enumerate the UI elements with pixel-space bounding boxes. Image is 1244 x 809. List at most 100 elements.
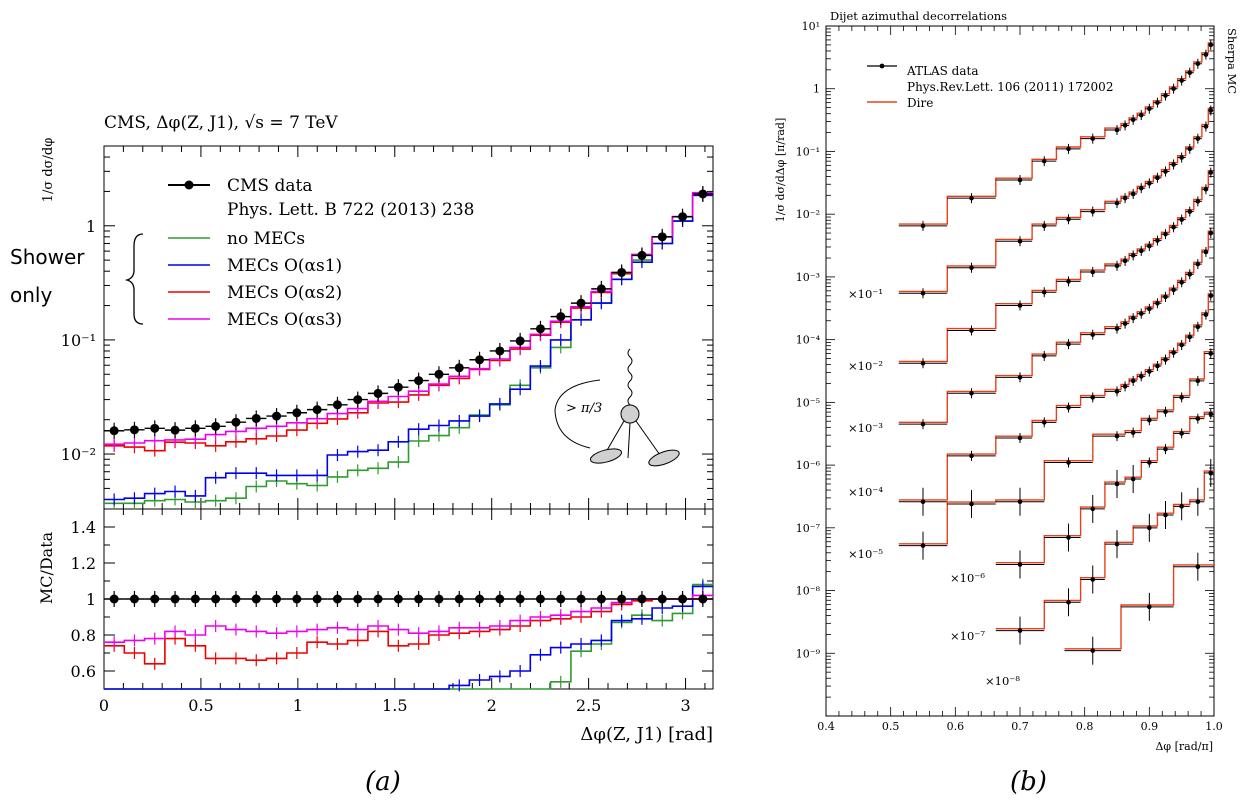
b-scale-label: ×10⁻³ (848, 421, 883, 435)
b-data-point (1017, 303, 1023, 308)
b-data-point (1163, 409, 1168, 414)
b-data-point (920, 223, 926, 229)
b-data-point (1163, 512, 1168, 518)
b-data-point (1179, 431, 1184, 436)
a-ratio-step-2 (104, 585, 713, 690)
a-ratio-data-point (535, 594, 545, 604)
b-scale-label: ×10⁻² (848, 359, 883, 373)
a-ratio-data-point (515, 594, 525, 604)
b-data-point (1187, 272, 1193, 277)
b-data-point (1114, 127, 1120, 133)
b-data-point (1195, 416, 1201, 421)
panel-a-caption: (a) (365, 767, 401, 797)
b-data-point (1171, 162, 1176, 167)
b-data-point (1195, 199, 1201, 204)
a-top-data-point (332, 400, 342, 410)
diagram-jet-cone-2 (648, 449, 680, 467)
b-data-point (1163, 169, 1168, 174)
b-data-point (1203, 124, 1209, 129)
b-data-point (1208, 170, 1214, 175)
b-data-point (1208, 411, 1214, 417)
b-data-point (1090, 269, 1096, 275)
legend-b-label-2: Dire (907, 96, 933, 110)
b-data-point (1163, 93, 1168, 98)
b-data-point (1171, 224, 1176, 230)
b-data-point (1114, 326, 1120, 331)
panel-a-top-plot (104, 185, 713, 510)
b-data-point (1138, 311, 1144, 316)
a-ratio-data-point (353, 594, 363, 604)
b-data-point (1195, 499, 1201, 505)
a-ratio-step-3 (104, 598, 713, 665)
b-data-point (1203, 249, 1209, 255)
b-ytick-label: 10⁻³ (796, 271, 820, 284)
b-data-point (1203, 186, 1209, 192)
b-data-point (920, 421, 926, 427)
a-top-data-point (576, 298, 586, 308)
b-data-point (1066, 535, 1071, 540)
b-scale-label: ×10⁻⁵ (848, 547, 883, 561)
b-data-point (1147, 181, 1152, 186)
b-data-point (1090, 506, 1096, 512)
a-top-data-point (170, 425, 180, 435)
a-ratio-data-point (637, 594, 647, 604)
b-data-point (1208, 108, 1214, 113)
b-data-point (1066, 405, 1071, 410)
b-data-point (1017, 238, 1023, 244)
a-ratio-data-point (129, 594, 139, 604)
b-ytick-label: 10⁻⁵ (796, 396, 820, 409)
a-ratio-data-point (698, 594, 708, 604)
b-data-point (1066, 460, 1071, 465)
a-ratio-data-point (332, 594, 342, 604)
panel-b-caption: (b) (1010, 767, 1047, 797)
panel-b-side-label: Sherpa MC (1225, 28, 1239, 94)
panel-b-scale-labels: ×10⁻¹ ×10⁻² ×10⁻³ ×10⁻⁴ ×10⁻⁵ ×10⁻⁶ ×10⁻⁷ ×10⁻⁸ (848, 287, 1020, 688)
b-data-point (1163, 294, 1168, 300)
b-ytick-label: 1 (813, 83, 820, 96)
b-data-point (1203, 312, 1209, 317)
b-data-point (1195, 61, 1201, 67)
b-xtick-label: 0.7 (1011, 720, 1029, 733)
b-data-point (1171, 86, 1176, 92)
b-dire-step-6 (995, 411, 1214, 564)
b-data-point (1179, 217, 1184, 222)
a-top-data-point (678, 212, 688, 222)
b-data-point (1017, 499, 1023, 505)
b-data-point (1195, 564, 1201, 569)
b-data-point (920, 543, 926, 548)
a-top-data-point (434, 369, 444, 379)
legend-a-label-4: MECs O(αs2) (227, 283, 342, 303)
b-data-point (1066, 279, 1071, 284)
b-data-point (1147, 369, 1152, 374)
diagram-jet-line-3 (635, 420, 661, 456)
a-ratio-data-point (678, 594, 688, 604)
b-xtick-label: 0.5 (882, 720, 900, 733)
b-ytick-label: 10⁻⁴ (796, 334, 821, 347)
a-xtick-label: 1.5 (382, 696, 407, 715)
b-data-point (1195, 378, 1201, 384)
b-data-point (1114, 541, 1120, 547)
a-xtick-label: 0.5 (188, 696, 213, 715)
a-ratio-ytick-label: 0.6 (71, 662, 96, 681)
b-data-point (1208, 230, 1214, 236)
a-ratio-ytick-label: 1.2 (71, 554, 96, 573)
a-ratio-data-point (454, 594, 464, 604)
diagram-arc (554, 379, 601, 449)
panel-a-xlabel: Δφ(Z, J1) [rad] (580, 724, 713, 745)
b-data-point (1041, 420, 1047, 425)
b-data-point (1130, 117, 1136, 123)
a-top-data-point (657, 232, 667, 242)
b-data-point (1017, 435, 1023, 441)
b-data-point (969, 195, 974, 201)
b-scale-label: ×10⁻⁸ (985, 674, 1020, 688)
b-data-point (969, 501, 974, 507)
panel-b-ylabel: 1/σ dσ/dΔφ [π/rad] (774, 118, 787, 223)
b-data-point (1171, 350, 1176, 355)
b-data-point (1155, 363, 1160, 369)
b-data-point (1155, 300, 1160, 306)
a-ratio-data-point (495, 594, 505, 604)
a-ratio-ytick-label: 0.8 (71, 626, 96, 645)
legend-a-label-0: CMS data (227, 176, 312, 196)
b-data-point (1130, 191, 1136, 197)
panel-b-frame (825, 25, 1215, 717)
